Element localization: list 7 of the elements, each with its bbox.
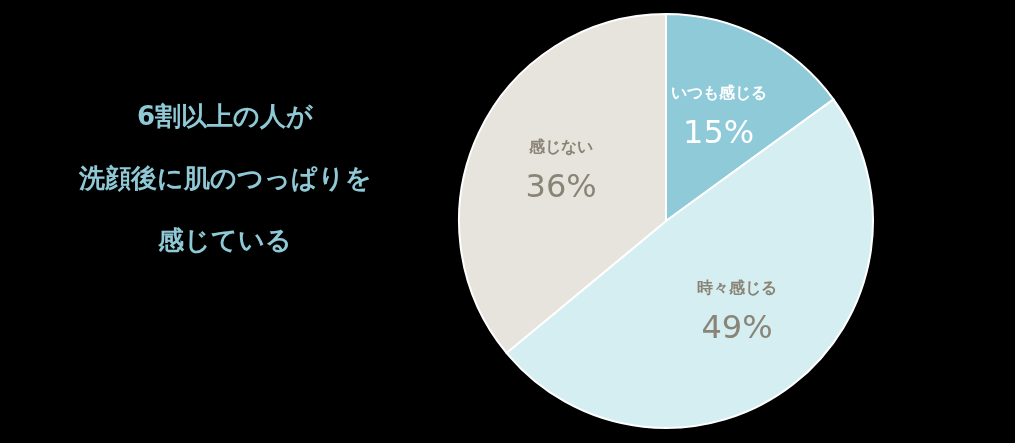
data-label: 36% [525, 166, 597, 205]
chart-title: 6割以上の人が洗顔後に肌のつっぱりを感じている [78, 101, 372, 255]
slice-label: いつも感じる [670, 82, 767, 102]
data-label: 49% [701, 307, 773, 346]
data-label: 15% [683, 112, 755, 151]
slice-label: 時々感じる [697, 277, 778, 297]
slice-label: 感じない [528, 136, 594, 156]
